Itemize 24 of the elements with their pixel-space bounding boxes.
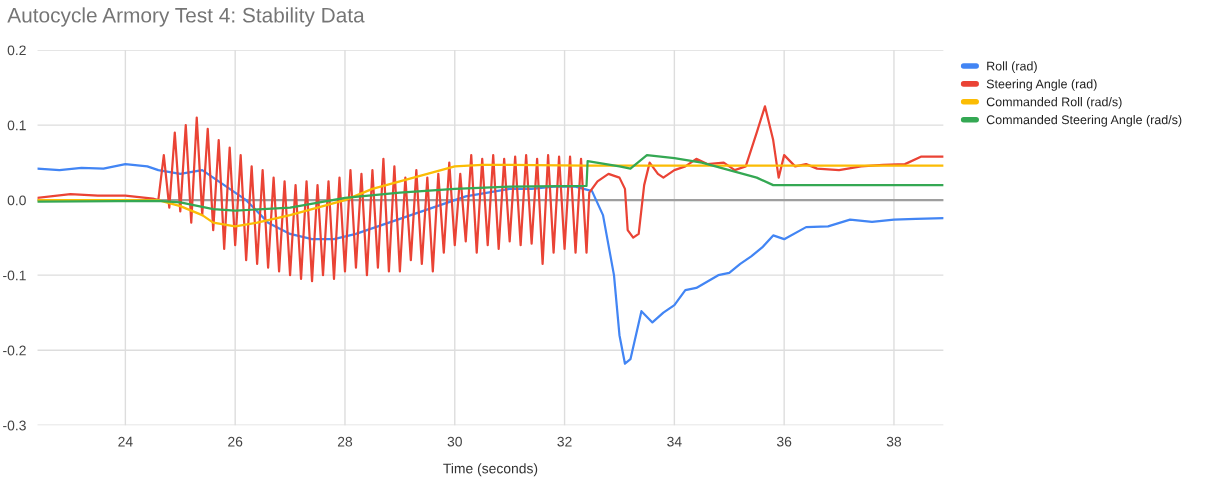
y-tick-label: -0.3 xyxy=(3,420,26,431)
line-series xyxy=(37,154,944,212)
x-tick-label: 38 xyxy=(886,436,902,447)
line-series xyxy=(37,163,944,228)
chart-title: Autocycle Armory Test 4: Stability Data xyxy=(7,7,365,27)
x-tick-label: 36 xyxy=(776,436,792,447)
x-tick-label: 24 xyxy=(118,436,133,447)
x-tick-label: 26 xyxy=(228,436,243,447)
legend-label: Commanded Steering Angle (rad/s) xyxy=(986,115,1182,127)
y-tick-label: 0.2 xyxy=(7,45,26,56)
line-series xyxy=(37,163,944,365)
legend-label: Steering Angle (rad) xyxy=(986,79,1097,91)
legend-label: Commanded Roll (rad/s) xyxy=(986,97,1122,109)
y-tick-label: 0.0 xyxy=(7,195,26,206)
x-tick-label: 30 xyxy=(447,436,462,447)
y-tick-label: -0.2 xyxy=(3,345,26,356)
legend-label: Roll (rad) xyxy=(987,61,1037,73)
x-axis-title: Time (seconds) xyxy=(443,463,538,477)
x-tick-label: 28 xyxy=(337,436,353,447)
x-tick-label: 32 xyxy=(557,436,572,447)
x-tick-label: 34 xyxy=(667,436,682,447)
y-tick-label: 0.1 xyxy=(7,120,26,131)
y-tick-label: -0.1 xyxy=(3,270,26,281)
line-series xyxy=(37,105,944,283)
